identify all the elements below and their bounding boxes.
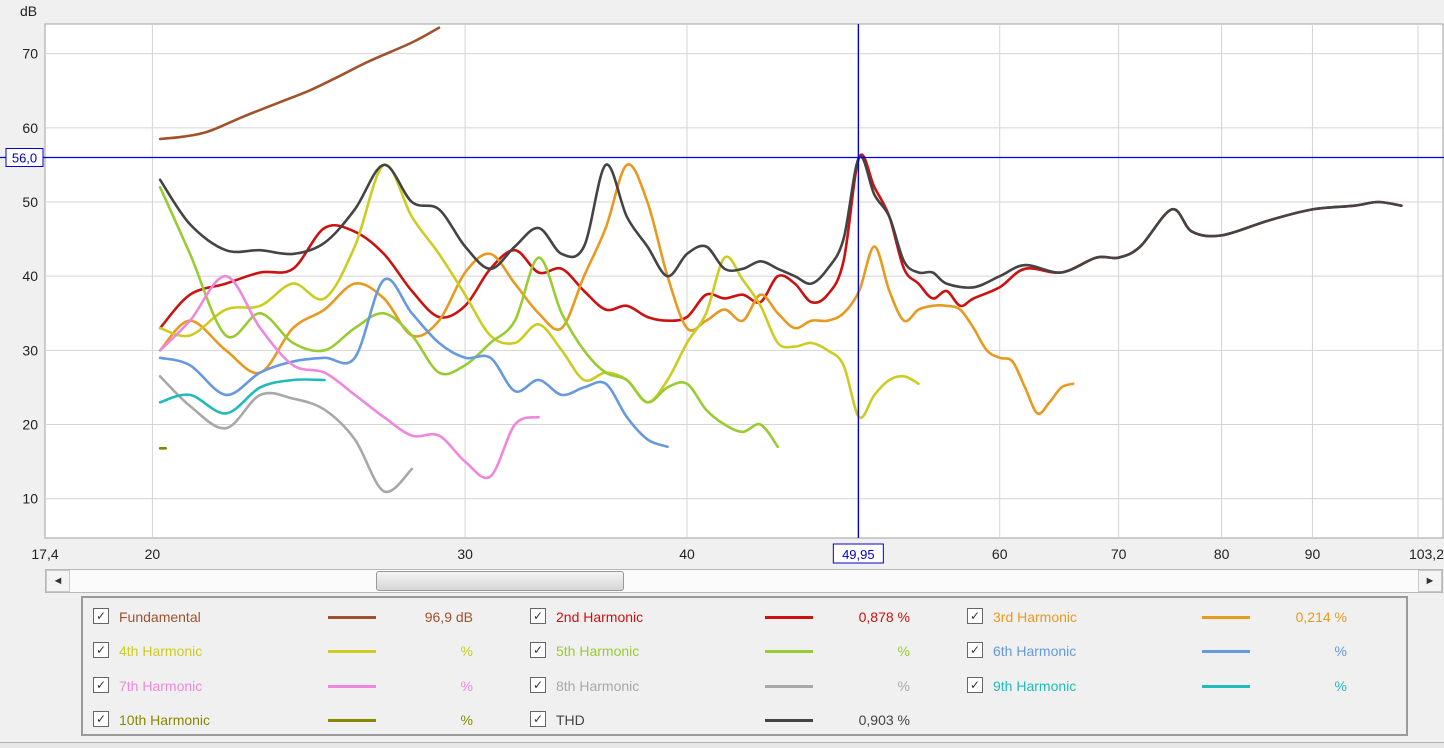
cursor-x-label-box <box>832 543 884 564</box>
x-tick-label: 40 <box>679 546 695 562</box>
series-line-fundamental <box>158 26 441 141</box>
y-axis-ticks: 70 60 50 40 30 20 10 <box>22 46 38 507</box>
x-tick-label: 60 <box>992 546 1008 562</box>
legend-line-swatch <box>1202 650 1250 653</box>
legend-line-swatch <box>328 616 376 619</box>
legend-label: 3rd Harmonic <box>993 609 1078 625</box>
x-tick-label: 70 <box>1111 546 1127 562</box>
legend-label: 9th Harmonic <box>993 678 1077 694</box>
series-line-6th-harmonic <box>158 277 669 449</box>
x-tick-label: 90 <box>1305 546 1321 562</box>
legend-item-8th-harmonic[interactable]: ✓ 8th Harmonic% <box>520 675 950 697</box>
legend-checkbox-9th-harmonic[interactable]: ✓ <box>967 677 983 693</box>
y-tick-label: 10 <box>22 491 38 507</box>
legend-checkbox-8th-harmonic[interactable]: ✓ <box>530 677 546 693</box>
legend-checkbox-7th-harmonic[interactable]: ✓ <box>93 677 109 693</box>
legend-value: % <box>1334 678 1347 694</box>
legend-item-thd[interactable]: ✓ THD 0,903 % <box>520 709 950 731</box>
series-line-thd <box>158 155 1403 289</box>
legend-line-swatch <box>765 685 813 688</box>
series-line-5th-harmonic <box>158 185 780 449</box>
legend-item-4th-harmonic[interactable]: ✓ 4th Harmonic% <box>83 640 513 662</box>
legend-line-swatch <box>328 719 376 722</box>
scroll-left-button[interactable]: ◄ <box>46 570 70 592</box>
scrollbar-thumb[interactable] <box>376 571 624 591</box>
legend-line-swatch <box>765 650 813 653</box>
legend-line-swatch <box>765 719 813 722</box>
legend-label: 2nd Harmonic <box>556 609 644 625</box>
legend-item-6th-harmonic[interactable]: ✓ 6th Harmonic% <box>957 640 1387 662</box>
x-tick-label: 20 <box>145 546 161 562</box>
legend-label: THD <box>556 712 585 728</box>
y-tick-label: 30 <box>22 342 38 358</box>
legend-value: % <box>897 643 910 659</box>
series-line-9th-harmonic <box>158 378 326 415</box>
legend-value: 0,878 % <box>858 609 910 625</box>
legend-label: 6th Harmonic <box>993 643 1077 659</box>
y-tick-label: 40 <box>22 268 38 284</box>
legend-label: Fundamental <box>119 609 201 625</box>
legend-value: 0,214 % <box>1295 609 1347 625</box>
legend-value: % <box>897 678 910 694</box>
legend-line-swatch <box>765 616 813 619</box>
legend-checkbox-6th-harmonic[interactable]: ✓ <box>967 642 983 658</box>
legend-checkbox-4th-harmonic[interactable]: ✓ <box>93 642 109 658</box>
series-line-8th-harmonic <box>158 375 414 494</box>
legend-checkbox-10th-harmonic[interactable]: ✓ <box>93 711 109 727</box>
y-tick-label: 20 <box>22 417 38 433</box>
series-line-7th-harmonic <box>158 274 540 480</box>
legend-panel: ✓ Fundamental 96,9 dB ✓ 2nd Harmonic 0,878 % ✓… <box>81 596 1408 736</box>
legend-checkbox-2nd-harmonic[interactable]: ✓ <box>530 608 546 624</box>
legend-line-swatch <box>328 650 376 653</box>
legend-label: 10th Harmonic <box>119 712 211 728</box>
legend-label: 4th Harmonic <box>119 643 203 659</box>
legend-item-3rd-harmonic[interactable]: ✓ 3rd Harmonic 0,214 % <box>957 606 1387 628</box>
legend-item-10th-harmonic[interactable]: ✓ 10th Harmonic% <box>83 709 513 731</box>
legend-checkbox-3rd-harmonic[interactable]: ✓ <box>967 608 983 624</box>
legend-checkbox-thd[interactable]: ✓ <box>530 711 546 727</box>
horizontal-scrollbar[interactable]: ◄ ► <box>45 569 1443 593</box>
x-axis-ticks: 17,4 20 30 40 60 70 80 90 103,2 <box>31 546 1444 562</box>
legend-item-9th-harmonic[interactable]: ✓ 9th Harmonic% <box>957 675 1387 697</box>
distortion-chart[interactable]: dB 70 60 50 40 30 20 10 17,4 20 30 40 60 70 80 90 103,… <box>0 0 1444 570</box>
legend-item-5th-harmonic[interactable]: ✓ 5th Harmonic% <box>520 640 950 662</box>
cursor-x-label: 49,95 <box>842 547 875 562</box>
legend-line-swatch <box>1202 685 1250 688</box>
legend-value: % <box>1334 643 1347 659</box>
x-tick-label: 17,4 <box>31 546 58 562</box>
legend-item-fundamental[interactable]: ✓ Fundamental 96,9 dB <box>83 606 513 628</box>
legend-value: % <box>460 678 473 694</box>
y-tick-label: 70 <box>22 46 38 62</box>
legend-value: % <box>460 712 473 728</box>
cursor-y-label: 56,0 <box>12 151 37 166</box>
legend-value: % <box>460 643 473 659</box>
y-axis-unit-label: dB <box>20 3 37 19</box>
scroll-right-button[interactable]: ► <box>1418 570 1442 592</box>
x-tick-label: 103,2 <box>1409 546 1444 562</box>
x-tick-label: 30 <box>457 546 473 562</box>
legend-checkbox-fundamental[interactable]: ✓ <box>93 608 109 624</box>
legend-item-7th-harmonic[interactable]: ✓ 7th Harmonic% <box>83 675 513 697</box>
x-tick-label: 80 <box>1214 546 1230 562</box>
legend-value: 96,9 dB <box>424 609 473 625</box>
status-bar-edge <box>0 742 1444 748</box>
grid-lines <box>45 24 1443 538</box>
legend-item-2nd-harmonic[interactable]: ✓ 2nd Harmonic 0,878 % <box>520 606 950 628</box>
y-tick-label: 50 <box>22 194 38 210</box>
legend-label: 7th Harmonic <box>119 678 203 694</box>
legend-line-swatch <box>1202 616 1250 619</box>
legend-checkbox-5th-harmonic[interactable]: ✓ <box>530 642 546 658</box>
series-lines <box>158 26 1403 494</box>
crosshair-cursor[interactable]: 56,0 49,95 <box>0 24 1444 564</box>
legend-label: 8th Harmonic <box>556 678 640 694</box>
y-tick-label: 60 <box>22 120 38 136</box>
legend-line-swatch <box>328 685 376 688</box>
legend-value: 0,903 % <box>858 712 910 728</box>
legend-label: 5th Harmonic <box>556 643 640 659</box>
cursor-y-label-box <box>5 148 44 168</box>
